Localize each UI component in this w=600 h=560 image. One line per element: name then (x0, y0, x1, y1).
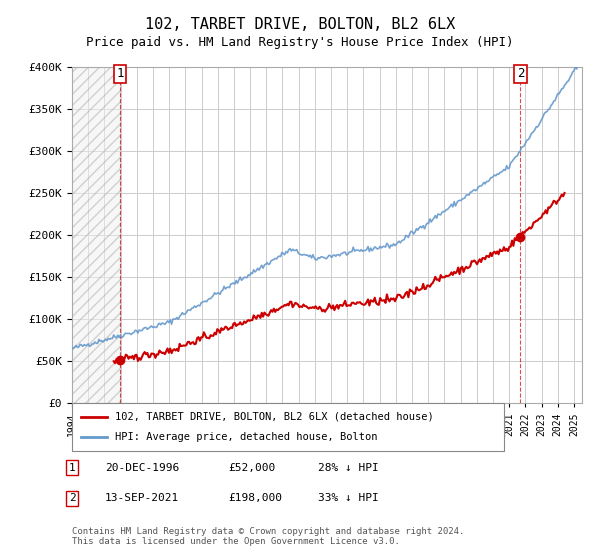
Text: 2: 2 (68, 493, 76, 503)
Bar (72, 67, 120, 403)
FancyBboxPatch shape (72, 403, 504, 451)
Text: 13-SEP-2021: 13-SEP-2021 (105, 493, 179, 503)
Text: 28% ↓ HPI: 28% ↓ HPI (318, 463, 379, 473)
Text: £52,000: £52,000 (228, 463, 275, 473)
Text: Price paid vs. HM Land Registry's House Price Index (HPI): Price paid vs. HM Land Registry's House … (86, 36, 514, 49)
Text: HPI: Average price, detached house, Bolton: HPI: Average price, detached house, Bolt… (115, 432, 378, 442)
Text: 102, TARBET DRIVE, BOLTON, BL2 6LX: 102, TARBET DRIVE, BOLTON, BL2 6LX (145, 17, 455, 32)
Text: Contains HM Land Registry data © Crown copyright and database right 2024.
This d: Contains HM Land Registry data © Crown c… (72, 526, 464, 546)
Text: £198,000: £198,000 (228, 493, 282, 503)
Text: 33% ↓ HPI: 33% ↓ HPI (318, 493, 379, 503)
Text: 2: 2 (517, 67, 524, 80)
Text: 102, TARBET DRIVE, BOLTON, BL2 6LX (detached house): 102, TARBET DRIVE, BOLTON, BL2 6LX (deta… (115, 412, 434, 422)
Text: 1: 1 (68, 463, 76, 473)
Text: 1: 1 (116, 67, 124, 80)
Text: 20-DEC-1996: 20-DEC-1996 (105, 463, 179, 473)
